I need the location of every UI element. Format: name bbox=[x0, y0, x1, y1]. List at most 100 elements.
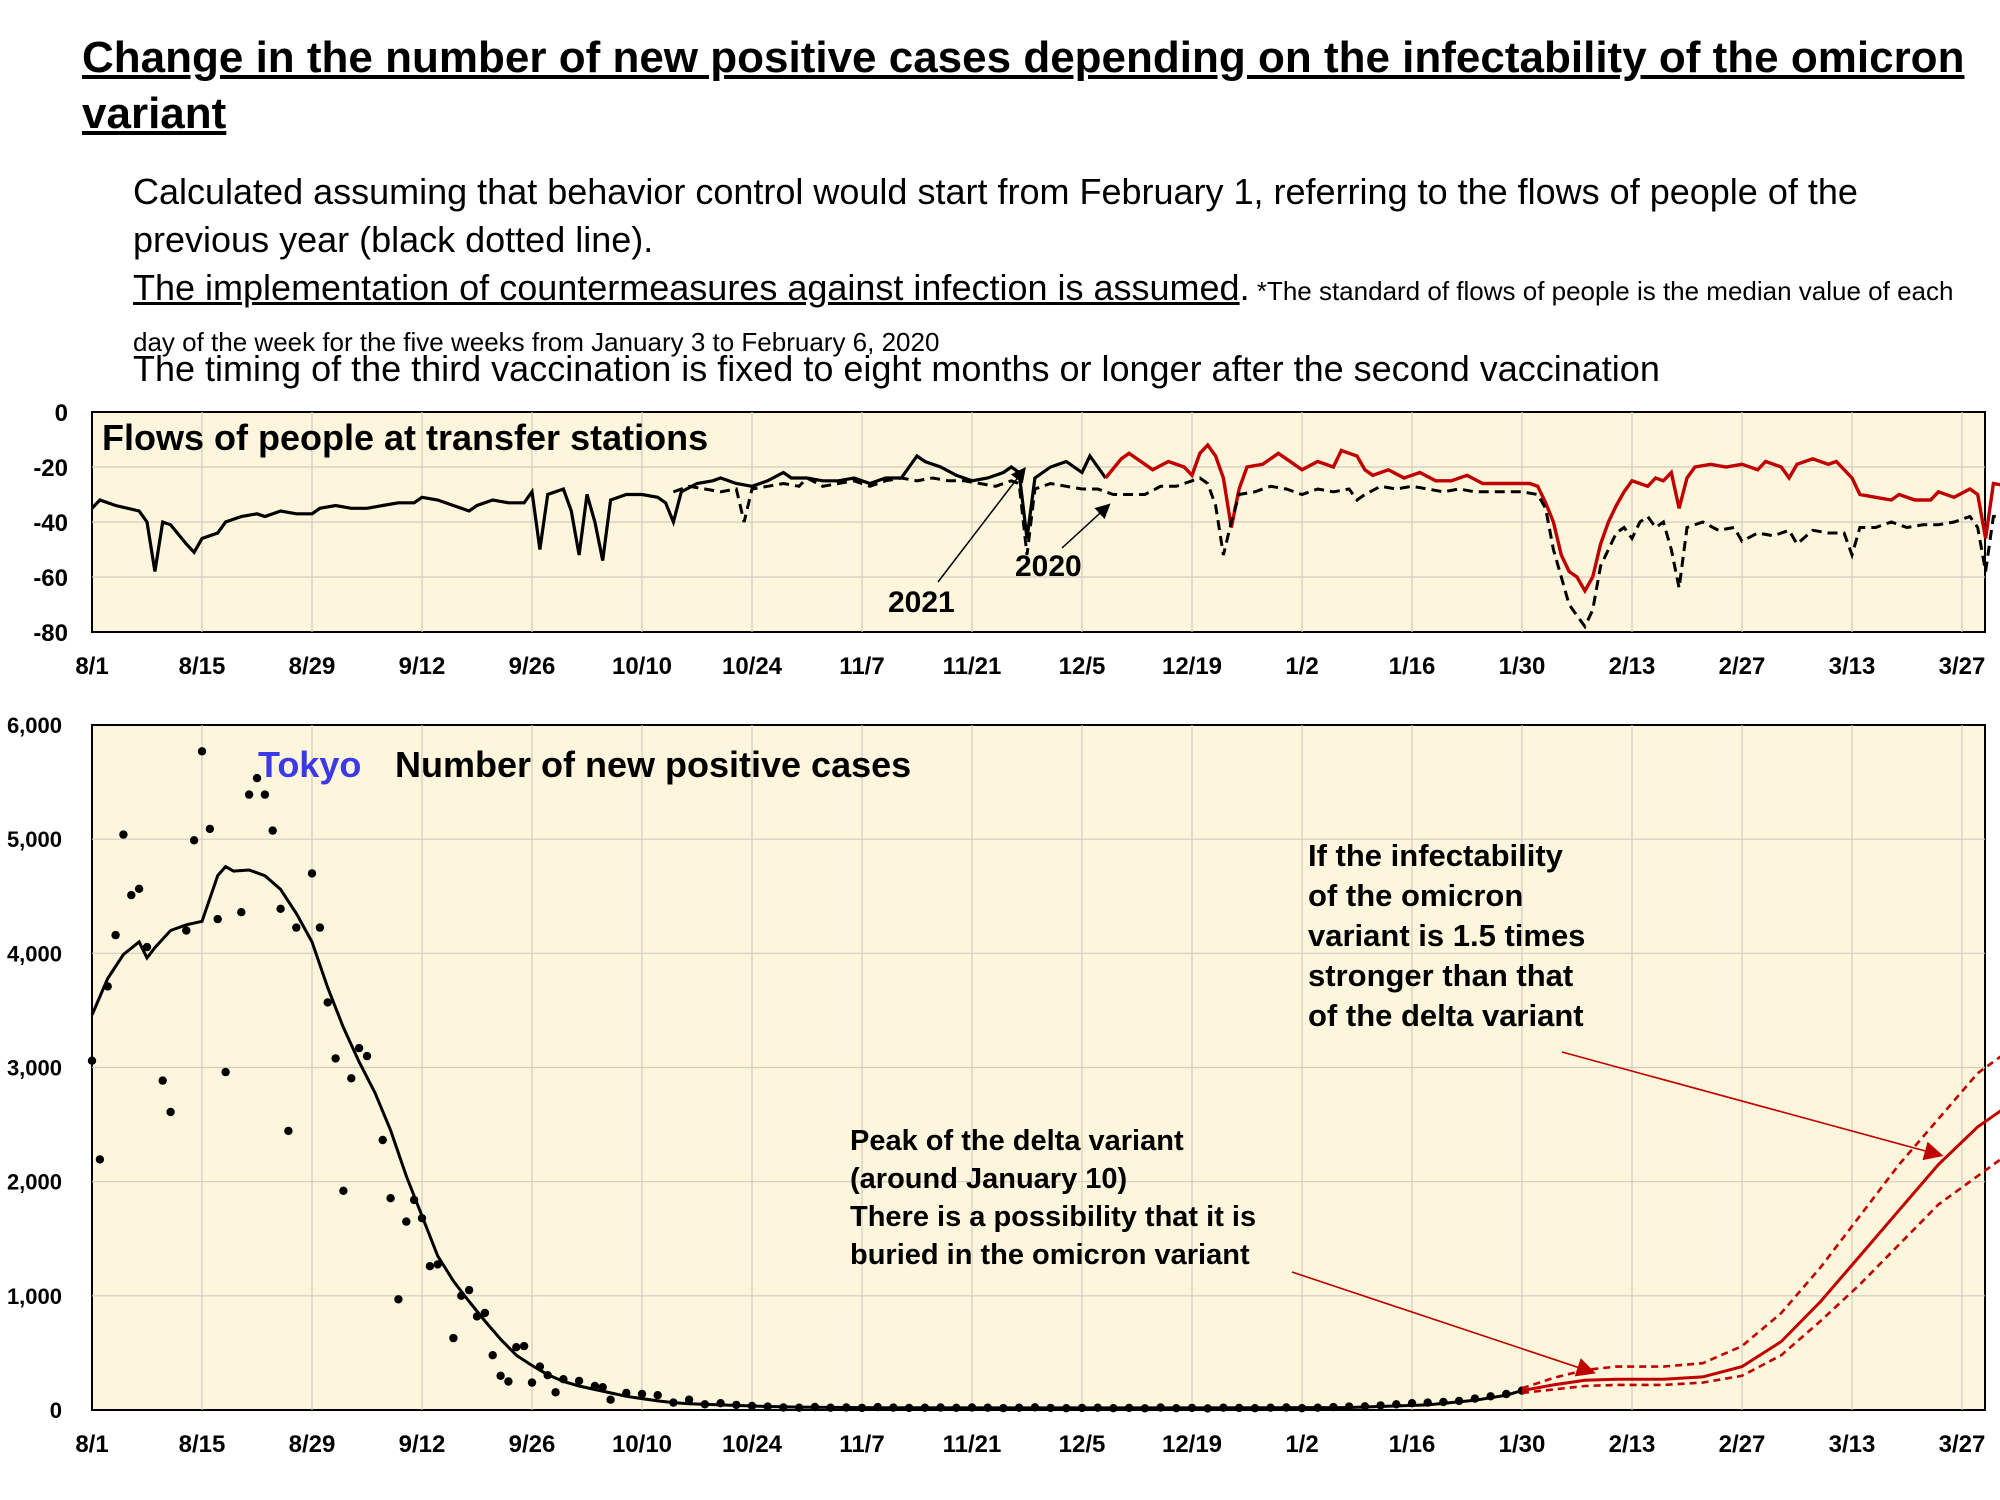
daily-case-point bbox=[433, 1260, 442, 1269]
flows-standard-note: *The standard of flows of people is the … bbox=[133, 276, 1954, 357]
daily-case-point bbox=[205, 824, 215, 834]
daily-case-point bbox=[127, 890, 136, 900]
daily-case-point bbox=[331, 1054, 340, 1063]
daily-case-point bbox=[134, 884, 144, 893]
delta-peak-annotation-line: buried in the omicron variant bbox=[850, 1239, 1250, 1271]
panel-1-x-tick-label: 12/5 bbox=[1059, 653, 1106, 680]
series-2020-line bbox=[672, 476, 2000, 630]
daily-case-point bbox=[323, 998, 332, 1007]
description-line-1: Calculated assuming that behavior contro… bbox=[133, 171, 1858, 260]
annotation-2021-arrow bbox=[937, 467, 1026, 583]
period: . bbox=[1239, 267, 1250, 308]
panel-1-x-tick-label: 8/1 bbox=[75, 653, 108, 680]
panel-1-y-tick-label: -40 bbox=[33, 510, 68, 537]
panel-1-x-tick-label: 9/26 bbox=[509, 653, 556, 680]
panel-2-y-tick-label: 1,000 bbox=[7, 1284, 62, 1309]
daily-case-point bbox=[574, 1376, 584, 1386]
panel-2-x-tick-label: 9/26 bbox=[509, 1431, 556, 1458]
panel-1-x-tick-label: 8/29 bbox=[289, 653, 336, 680]
panel-2-region-label: Tokyo bbox=[258, 744, 361, 785]
panel-1-x-tick-label: 12/19 bbox=[1162, 653, 1222, 680]
panel-2-x-tick-label: 9/12 bbox=[399, 1431, 446, 1458]
panel-1-x-tick-label: 9/12 bbox=[399, 653, 446, 680]
daily-case-point bbox=[354, 1043, 364, 1053]
daily-case-point bbox=[504, 1377, 513, 1386]
daily-case-point bbox=[87, 1056, 97, 1065]
daily-case-point bbox=[158, 1076, 167, 1085]
panel-1-x-tick-label: 3/27 bbox=[1939, 653, 1986, 680]
panel-1-x-tick-label: 2/27 bbox=[1719, 653, 1766, 680]
panel-2-x-tick-label: 12/19 bbox=[1162, 1431, 1222, 1458]
panel-1-y-tick-label: -60 bbox=[33, 565, 68, 592]
delta-peak-annotation-arrow bbox=[1291, 1271, 1596, 1377]
panel-2-y-tick-label: 2,000 bbox=[7, 1170, 62, 1195]
description-line-3: The timing of the third vaccination is f… bbox=[133, 348, 1660, 389]
panel-2-x-tick-label: 11/21 bbox=[943, 1431, 1002, 1458]
cases-series-1-line bbox=[1521, 1109, 2000, 1393]
panel-1-y-tick-label: -20 bbox=[33, 455, 68, 482]
panel-2-x-tick-label: 3/13 bbox=[1829, 1431, 1876, 1458]
omicron-annotation-arrow bbox=[1561, 1051, 1944, 1161]
panel-2-y-tick-label: 6,000 bbox=[7, 713, 62, 738]
daily-case-point bbox=[166, 1107, 175, 1117]
daily-case-point bbox=[268, 826, 277, 835]
panel-2-x-tick-label: 10/10 bbox=[612, 1431, 672, 1458]
page-title: Change in the number of new positive cas… bbox=[82, 33, 1965, 138]
daily-case-point bbox=[449, 1333, 458, 1343]
series-2021-line bbox=[90, 452, 1107, 572]
panel-2-x-tick-label: 8/1 bbox=[75, 1431, 108, 1458]
daily-case-point bbox=[307, 869, 317, 878]
daily-case-point bbox=[519, 1341, 529, 1351]
daily-case-point bbox=[512, 1343, 521, 1352]
daily-case-point bbox=[653, 1391, 662, 1400]
daily-case-point bbox=[464, 1285, 474, 1295]
daily-case-point bbox=[252, 773, 262, 783]
daily-case-point bbox=[606, 1395, 615, 1404]
daily-case-point bbox=[394, 1295, 403, 1304]
daily-case-point bbox=[527, 1378, 537, 1387]
daily-case-point bbox=[292, 923, 301, 932]
panel-2-x-tick-label: 8/29 bbox=[289, 1431, 336, 1458]
panel-2-x-tick-label: 10/24 bbox=[722, 1431, 783, 1458]
panel-2-x-tick-label: 2/27 bbox=[1719, 1431, 1766, 1458]
panel-1-x-tick-label: 1/30 bbox=[1499, 653, 1546, 680]
daily-case-point bbox=[480, 1308, 490, 1318]
daily-case-point bbox=[182, 926, 191, 935]
description-line-2: The implementation of countermeasures ag… bbox=[133, 264, 1963, 366]
panel-2-x-tick-label: 3/27 bbox=[1939, 1431, 1986, 1458]
daily-case-point bbox=[260, 790, 270, 799]
daily-case-point bbox=[402, 1217, 411, 1226]
daily-case-point bbox=[362, 1051, 372, 1061]
cases-series-0-line bbox=[90, 864, 1523, 1410]
daily-case-point bbox=[378, 1135, 387, 1145]
daily-case-point bbox=[347, 1074, 356, 1083]
countermeasures-assumption: The implementation of countermeasures ag… bbox=[133, 267, 1240, 308]
panel-1-y-tick-label: -80 bbox=[33, 620, 68, 647]
omicron-annotation-line: variant is 1.5 times bbox=[1308, 918, 1585, 953]
daily-case-point bbox=[284, 1126, 293, 1136]
daily-case-point bbox=[95, 1155, 105, 1164]
daily-case-point bbox=[221, 1067, 230, 1077]
panel-1-x-tick-label: 8/15 bbox=[179, 653, 226, 680]
omicron-annotation-line: of the omicron bbox=[1308, 878, 1523, 913]
daily-case-point bbox=[244, 790, 254, 799]
daily-case-point bbox=[111, 930, 120, 940]
omicron-annotation-line: If the infectability bbox=[1308, 838, 1564, 873]
daily-case-point bbox=[119, 830, 128, 839]
delta-peak-annotation-line: (around January 10) bbox=[850, 1163, 1127, 1195]
daily-case-point bbox=[425, 1262, 435, 1271]
panel-1-x-tick-label: 11/21 bbox=[943, 653, 1002, 680]
annotation-2020-label: 2020 bbox=[1015, 550, 1082, 583]
daily-case-point bbox=[339, 1186, 348, 1196]
daily-case-point bbox=[213, 914, 222, 924]
panel-2-title: Number of new positive cases bbox=[395, 744, 911, 785]
cases-series-2-line bbox=[1521, 1055, 2000, 1390]
panel-2-y-tick-label: 0 bbox=[50, 1398, 62, 1423]
daily-case-point bbox=[551, 1388, 560, 1397]
daily-case-point bbox=[637, 1389, 647, 1399]
delta-peak-annotation-line: Peak of the delta variant bbox=[850, 1125, 1184, 1157]
daily-case-point bbox=[189, 836, 199, 845]
daily-case-point bbox=[488, 1351, 497, 1360]
annotation-2020-arrow bbox=[1061, 503, 1111, 549]
